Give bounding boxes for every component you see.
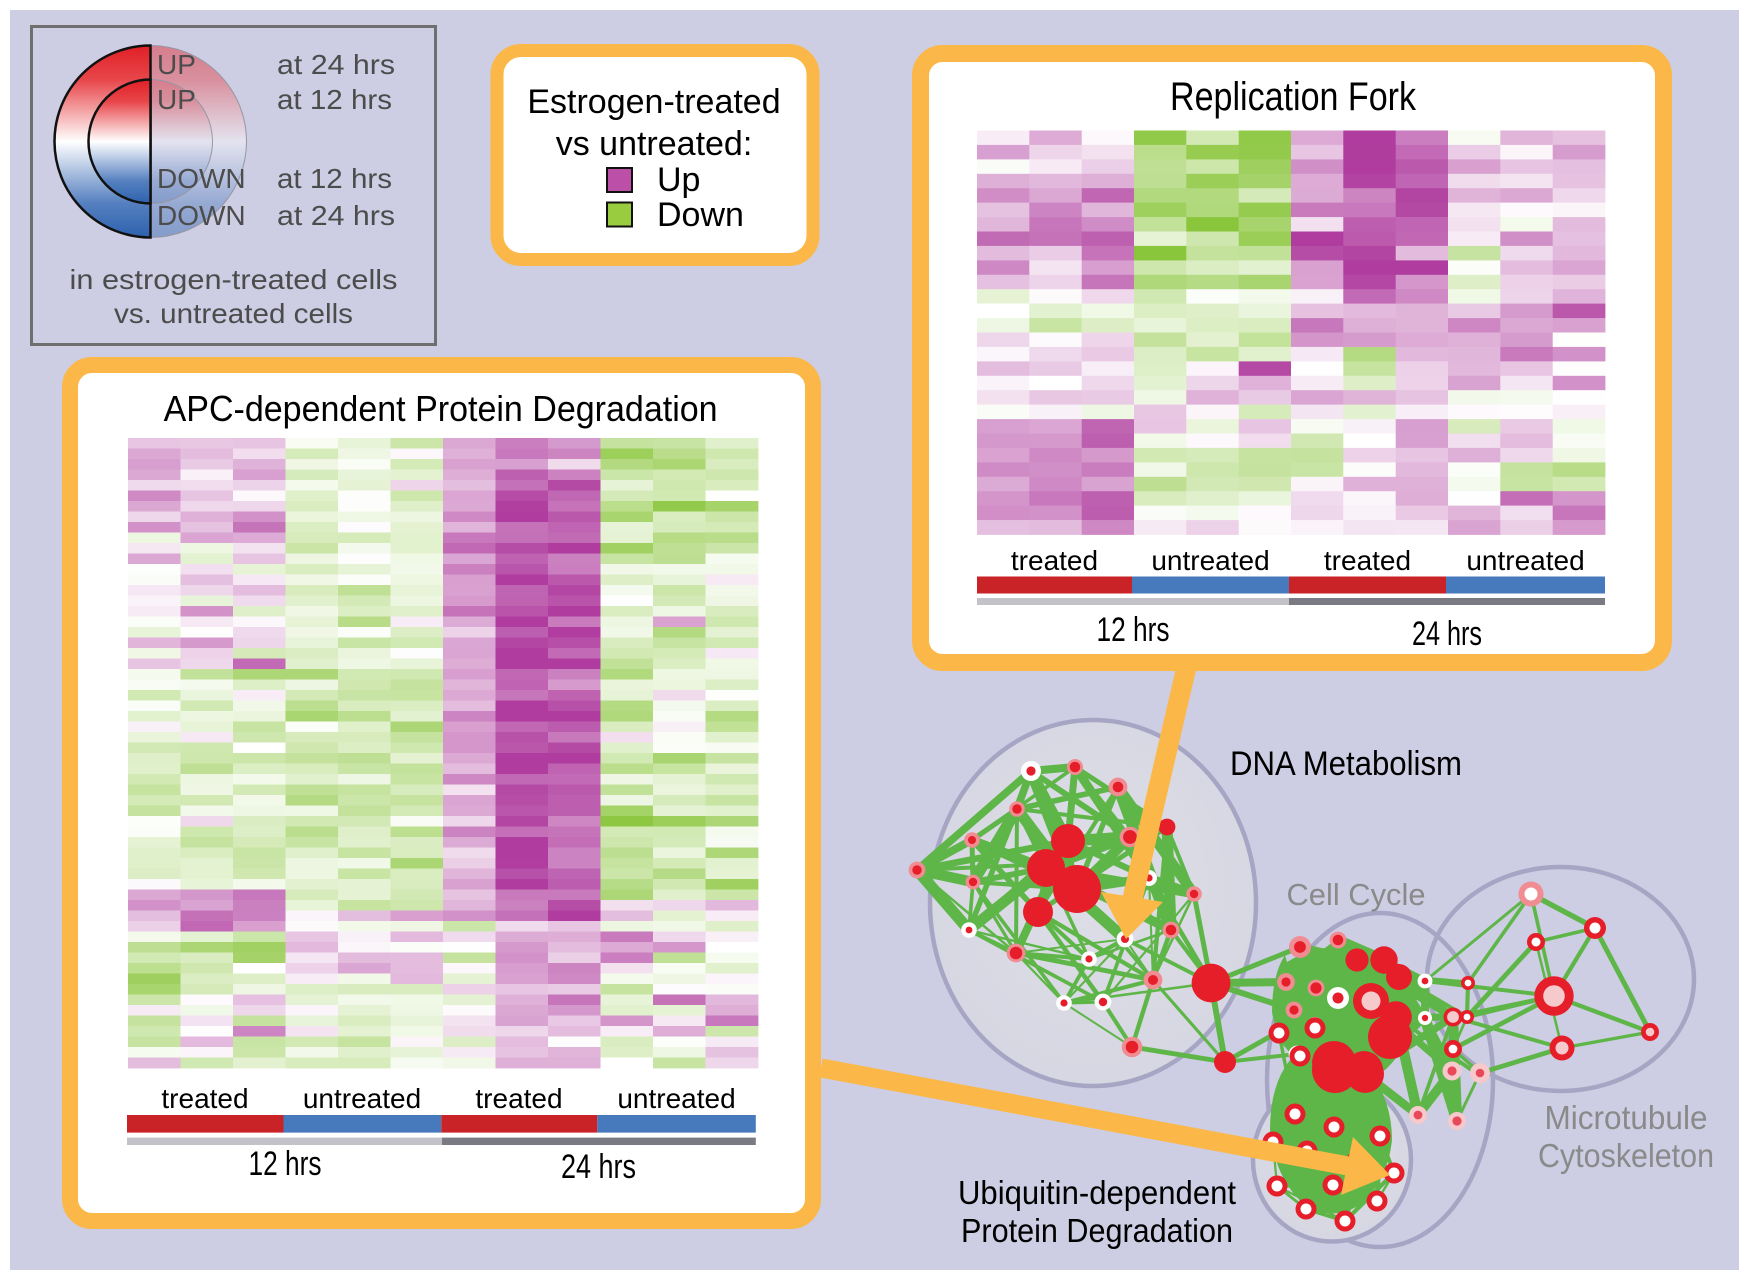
svg-text:untreated: untreated — [1466, 545, 1584, 576]
svg-text:24 hrs: 24 hrs — [561, 1148, 636, 1186]
svg-text:12 hrs: 12 hrs — [1097, 611, 1170, 649]
svg-text:vs untreated:: vs untreated: — [556, 125, 753, 163]
svg-text:DNA Metabolism: DNA Metabolism — [1230, 745, 1462, 783]
svg-text:Cytoskeleton: Cytoskeleton — [1538, 1137, 1714, 1174]
svg-text:Replication Fork: Replication Fork — [1170, 75, 1417, 119]
svg-text:12 hrs: 12 hrs — [249, 1145, 322, 1183]
svg-text:treated: treated — [475, 1083, 562, 1114]
svg-text:24 hrs: 24 hrs — [1412, 615, 1482, 653]
svg-text:treated: treated — [1324, 545, 1411, 576]
svg-text:Protein Degradation: Protein Degradation — [961, 1212, 1233, 1249]
svg-text:UP: UP — [157, 84, 196, 115]
svg-text:untreated: untreated — [1151, 545, 1269, 576]
svg-text:Estrogen-treated: Estrogen-treated — [527, 83, 780, 121]
svg-text:at 12 hrs: at 12 hrs — [277, 163, 392, 194]
svg-text:Cell Cycle: Cell Cycle — [1287, 877, 1426, 912]
svg-text:vs. untreated cells: vs. untreated cells — [114, 298, 353, 329]
svg-text:treated: treated — [1011, 545, 1098, 576]
svg-text:at 24 hrs: at 24 hrs — [277, 49, 395, 80]
svg-text:APC-dependent Protein Degradat: APC-dependent Protein Degradation — [164, 388, 718, 429]
svg-text:untreated: untreated — [303, 1083, 421, 1114]
svg-text:DOWN: DOWN — [157, 200, 246, 231]
svg-text:at 12 hrs: at 12 hrs — [277, 84, 392, 115]
svg-text:Up: Up — [657, 161, 700, 199]
svg-text:DOWN: DOWN — [157, 163, 246, 194]
svg-text:untreated: untreated — [617, 1083, 735, 1114]
svg-text:Down: Down — [657, 196, 744, 234]
svg-text:treated: treated — [161, 1083, 248, 1114]
svg-text:UP: UP — [157, 49, 196, 80]
svg-text:in estrogen-treated cells: in estrogen-treated cells — [70, 264, 398, 295]
svg-text:at 24 hrs: at 24 hrs — [277, 200, 395, 231]
svg-text:Microtubule: Microtubule — [1545, 1099, 1708, 1136]
svg-text:Ubiquitin-dependent: Ubiquitin-dependent — [958, 1174, 1236, 1211]
